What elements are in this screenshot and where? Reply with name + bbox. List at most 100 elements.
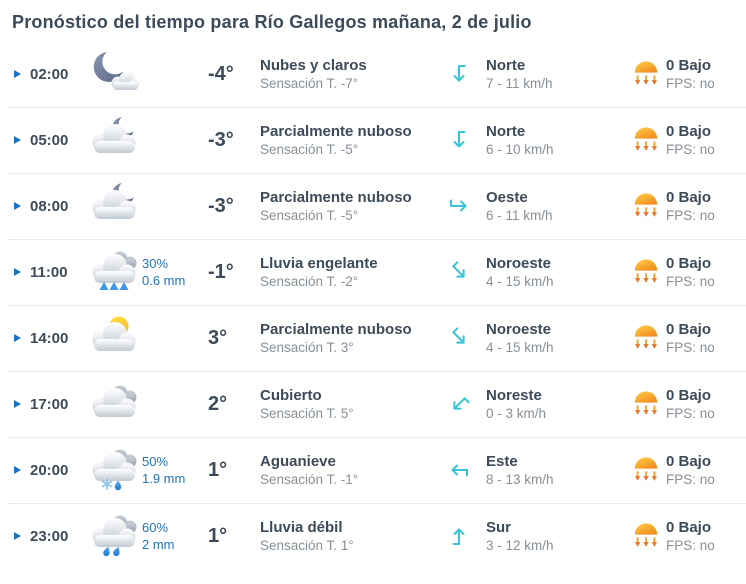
wind-speed-label: 3 - 12 km/h <box>486 537 554 553</box>
wind-direction-arrow-icon <box>452 261 465 278</box>
sun-cloud-icon <box>87 314 139 363</box>
time-label: 20:00 <box>30 461 69 479</box>
expand-row-icon[interactable] <box>14 334 21 342</box>
temperature: 1° <box>208 524 228 547</box>
condition-label: Lluvia engelante <box>260 254 378 272</box>
feels-like-label: Sensación T. -1° <box>260 471 359 487</box>
cloud-moon-icon <box>87 182 139 231</box>
temperature: -3° <box>208 128 234 151</box>
wind-direction-arrow-icon <box>453 65 466 82</box>
wind-direction-label: Oeste <box>486 188 528 206</box>
condition-label: Cubierto <box>260 386 322 404</box>
uv-sun-icon <box>634 523 658 547</box>
uv-sun-icon <box>634 193 658 217</box>
wind-direction-arrow-icon <box>453 131 466 148</box>
uv-sun-icon <box>634 127 658 151</box>
feels-like-label: Sensación T. -5° <box>260 141 359 157</box>
cloud-moon-icon <box>87 116 139 165</box>
wind-speed-label: 6 - 10 km/h <box>486 141 554 157</box>
expand-row-icon[interactable] <box>14 202 21 210</box>
wind-direction-label: Noreste <box>486 386 542 404</box>
temperature: 1° <box>208 458 228 481</box>
light-rain-icon <box>87 510 139 563</box>
uv-index-label: 0 Bajo <box>666 452 712 470</box>
fps-status: FPS: no <box>666 141 715 157</box>
page-title: Pronóstico del tiempo para Río Gallegos … <box>12 12 532 32</box>
expand-row-icon[interactable] <box>14 70 21 78</box>
temperature: -4° <box>208 62 234 85</box>
uv-sun-icon <box>634 325 658 349</box>
wind-direction-label: Norte <box>486 122 526 140</box>
precip-probability: 30% <box>142 256 169 271</box>
feels-like-label: Sensación T. -5° <box>260 207 359 223</box>
precip-amount: 2 mm <box>142 537 175 552</box>
forecast-row[interactable]: 08:00 -3° Parcialmente nuboso Sensación … <box>0 173 746 239</box>
uv-index-label: 0 Bajo <box>666 320 712 338</box>
expand-row-icon[interactable] <box>14 400 21 408</box>
condition-label: Parcialmente nuboso <box>260 122 412 140</box>
expand-row-icon[interactable] <box>14 136 21 144</box>
expand-row-icon[interactable] <box>14 466 21 474</box>
feels-like-label: Sensación T. -2° <box>260 273 359 289</box>
uv-sun-icon <box>634 391 658 415</box>
uv-sun-icon <box>634 259 658 283</box>
forecast-row[interactable]: 17:00 2° Cubierto Sensación T. 5° Norest… <box>0 371 746 437</box>
wind-direction-label: Noroeste <box>486 320 552 338</box>
wind-speed-label: 0 - 3 km/h <box>486 405 547 421</box>
expand-row-icon[interactable] <box>14 268 21 276</box>
wind-direction-label: Este <box>486 452 518 470</box>
uv-sun-icon <box>634 61 658 85</box>
fps-status: FPS: no <box>666 273 715 289</box>
wind-speed-label: 7 - 11 km/h <box>486 75 553 91</box>
forecast-row[interactable]: 23:00 60% 2 mm 1° Lluvia débil Sensación… <box>0 503 746 569</box>
wind-speed-label: 4 - 15 km/h <box>486 339 554 355</box>
fps-status: FPS: no <box>666 207 715 223</box>
fps-status: FPS: no <box>666 537 715 553</box>
precipitation: 30% 0.6 mm <box>142 255 202 289</box>
expand-row-icon[interactable] <box>14 532 21 540</box>
fps-status: FPS: no <box>666 75 715 91</box>
condition-label: Aguanieve <box>260 452 336 470</box>
feels-like-label: Sensación T. 3° <box>260 339 354 355</box>
uv-sun-icon <box>634 457 658 481</box>
precip-amount: 1.9 mm <box>142 471 186 486</box>
temperature: 2° <box>208 392 228 415</box>
wind-speed-label: 6 - 11 km/h <box>486 207 553 223</box>
forecast-table: 02:00 -4° Nubes y claros Sensación T. -7… <box>0 41 746 569</box>
uv-index-label: 0 Bajo <box>666 386 712 404</box>
wind-direction-arrow-icon <box>452 528 465 545</box>
forecast-row[interactable]: 02:00 -4° Nubes y claros Sensación T. -7… <box>0 41 746 107</box>
wind-speed-label: 4 - 15 km/h <box>486 273 554 289</box>
forecast-row[interactable]: 14:00 3° Parcialmente nuboso Sensación T… <box>0 305 746 371</box>
wind-direction-arrow-icon <box>452 327 465 344</box>
forecast-row[interactable]: 20:00 50% 1.9 mm 1° Aguanieve Sensación … <box>0 437 746 503</box>
wind-direction-label: Norte <box>486 56 526 74</box>
uv-index-label: 0 Bajo <box>666 56 712 74</box>
uv-index-label: 0 Bajo <box>666 254 712 272</box>
condition-label: Nubes y claros <box>260 56 367 74</box>
wind-direction-arrow-icon <box>450 199 467 212</box>
uv-index-label: 0 Bajo <box>666 122 712 140</box>
precipitation: 50% 1.9 mm <box>142 453 202 487</box>
uv-index-label: 0 Bajo <box>666 518 712 536</box>
time-label: 02:00 <box>30 65 69 83</box>
time-label: 08:00 <box>30 197 69 215</box>
wind-direction-label: Sur <box>486 518 512 536</box>
overcast-clouds-icon <box>87 380 139 429</box>
time-label: 17:00 <box>30 395 69 413</box>
feels-like-label: Sensación T. 5° <box>260 405 354 421</box>
uv-index-label: 0 Bajo <box>666 188 712 206</box>
precip-probability: 60% <box>142 520 169 535</box>
time-label: 23:00 <box>30 527 69 545</box>
time-label: 11:00 <box>30 263 68 281</box>
temperature: -1° <box>208 260 234 283</box>
freezing-rain-icon <box>87 246 139 299</box>
fps-status: FPS: no <box>666 471 715 487</box>
condition-label: Parcialmente nuboso <box>260 320 412 338</box>
precip-amount: 0.6 mm <box>142 273 186 288</box>
forecast-row[interactable]: 05:00 -3° Parcialmente nuboso Sensación … <box>0 107 746 173</box>
sleet-icon <box>87 444 139 497</box>
time-label: 14:00 <box>30 329 69 347</box>
forecast-row[interactable]: 11:00 30% 0.6 mm -1° Lluvia engelante Se… <box>0 239 746 305</box>
feels-like-label: Sensación T. 1° <box>260 537 354 553</box>
